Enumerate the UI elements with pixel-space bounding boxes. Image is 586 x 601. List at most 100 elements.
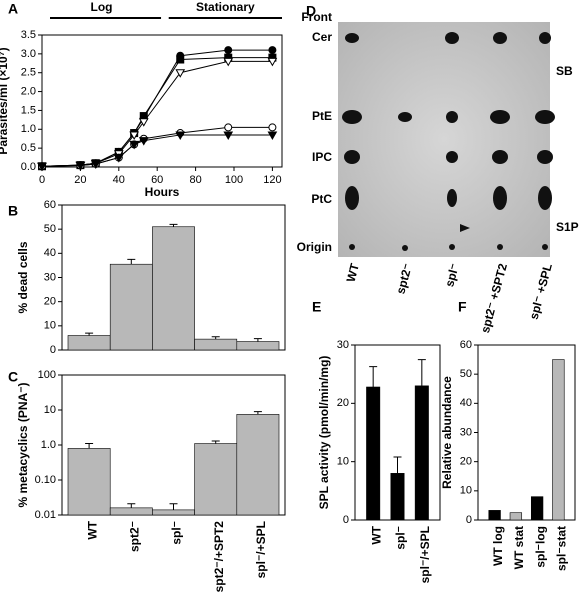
x-tick-label: spl⁻ [394, 526, 408, 550]
lane-label: spl⁻ +SPL [527, 262, 555, 321]
marker [113, 154, 124, 163]
x-tick-label: spl⁻/+SPL [254, 521, 268, 578]
bar [552, 359, 565, 521]
error-bar [85, 332, 94, 336]
y-tick-label: 10 [44, 320, 56, 332]
band-label: Front [301, 10, 332, 24]
y-tick-label: 0.01 [35, 509, 56, 521]
y-axis-label: SPL activity (pmol/min/mg) [317, 356, 331, 510]
y-tick-label: 50 [44, 223, 56, 235]
y-tick-label: 40 [460, 397, 472, 409]
annotation: Log [91, 0, 113, 14]
bar [194, 443, 238, 516]
panel-letter: C [8, 369, 18, 385]
error-bar [417, 359, 426, 386]
marker [223, 57, 234, 67]
y-tick-label: 0 [50, 344, 56, 356]
bar [109, 507, 153, 516]
x-tick-label: spl⁻stat [555, 526, 569, 571]
marker [268, 123, 277, 132]
bar [236, 414, 280, 516]
y-tick-label: 1.0 [41, 439, 56, 451]
panel-letter: A [8, 1, 18, 17]
marker [175, 69, 186, 78]
y-tick-label: 0.0 [21, 161, 36, 173]
x-tick-label: 80 [189, 174, 201, 186]
panel-letter: D [306, 3, 316, 19]
panel-letter: B [8, 203, 18, 219]
error-bar [169, 223, 178, 227]
panel-letter: E [312, 299, 321, 315]
marker [268, 46, 277, 55]
y-axis-label: Parasites/ml (×10⁷) [0, 47, 10, 154]
marker [224, 123, 233, 132]
marker [267, 57, 278, 67]
y-tick-label: 30 [44, 271, 56, 283]
y-tick-label: 3.5 [21, 29, 36, 41]
error-bar [393, 456, 402, 474]
plot-frame [41, 34, 283, 168]
marker [176, 55, 185, 64]
marker [75, 161, 86, 171]
error-bar [211, 336, 220, 340]
band-label: S1P [556, 220, 579, 234]
lane-label: spt2⁻ [393, 262, 415, 296]
error-bar [253, 411, 262, 415]
series-line [41, 60, 273, 167]
error-bar [211, 440, 220, 444]
band-label: SB [556, 64, 573, 78]
marker [223, 131, 234, 140]
marker [37, 162, 47, 172]
y-tick-label: 60 [460, 339, 472, 351]
marker [224, 46, 233, 55]
y-axis-label: % dead cells [16, 241, 30, 313]
band-label: Cer [312, 30, 332, 44]
x-tick-label: WT [85, 520, 99, 539]
panel-letter: F [458, 299, 467, 315]
bar [67, 448, 111, 516]
x-tick-label: spt2⁻ [127, 521, 141, 552]
error-bar [85, 443, 94, 449]
bar [530, 496, 544, 521]
series-line [41, 57, 273, 167]
y-tick-label: 10 [460, 485, 472, 497]
band-label: PtC [311, 192, 332, 206]
bar [236, 341, 280, 351]
tlc-plate [338, 22, 555, 257]
x-tick-label: 120 [263, 174, 281, 186]
bar [152, 226, 195, 351]
y-tick-label: 1.5 [21, 104, 36, 116]
error-bar [253, 338, 262, 342]
y-tick-label: 0.10 [35, 474, 56, 486]
y-tick-label: 30 [337, 339, 349, 351]
y-tick-label: 10 [44, 404, 56, 416]
marker [267, 131, 278, 140]
marker [129, 140, 140, 150]
marker [138, 137, 149, 146]
marker [129, 131, 140, 140]
y-tick-label: 2.0 [21, 85, 36, 97]
y-tick-label: 10 [337, 456, 349, 468]
x-tick-label: 60 [151, 174, 163, 186]
bar [152, 509, 195, 516]
y-tick-label: 50 [460, 368, 472, 380]
lane-label: WT [344, 261, 363, 283]
y-tick-label: 3.0 [21, 48, 36, 60]
y-tick-label: 20 [460, 456, 472, 468]
x-axis-label: Hours [145, 185, 180, 199]
y-tick-label: 60 [44, 199, 56, 211]
error-bar [369, 366, 378, 387]
y-tick-label: 40 [44, 247, 56, 259]
bar [366, 386, 381, 521]
y-tick-label: 1.0 [21, 123, 36, 135]
y-tick-label: 2.5 [21, 67, 36, 79]
x-tick-label: WT log [491, 526, 505, 566]
y-tick-label: 0 [343, 514, 349, 526]
series-line [41, 49, 273, 167]
y-tick-label: 30 [460, 426, 472, 438]
marker [90, 160, 101, 169]
bar [390, 473, 405, 521]
lane-label: spl⁻ [442, 262, 462, 288]
annotation: Stationary [196, 0, 255, 14]
